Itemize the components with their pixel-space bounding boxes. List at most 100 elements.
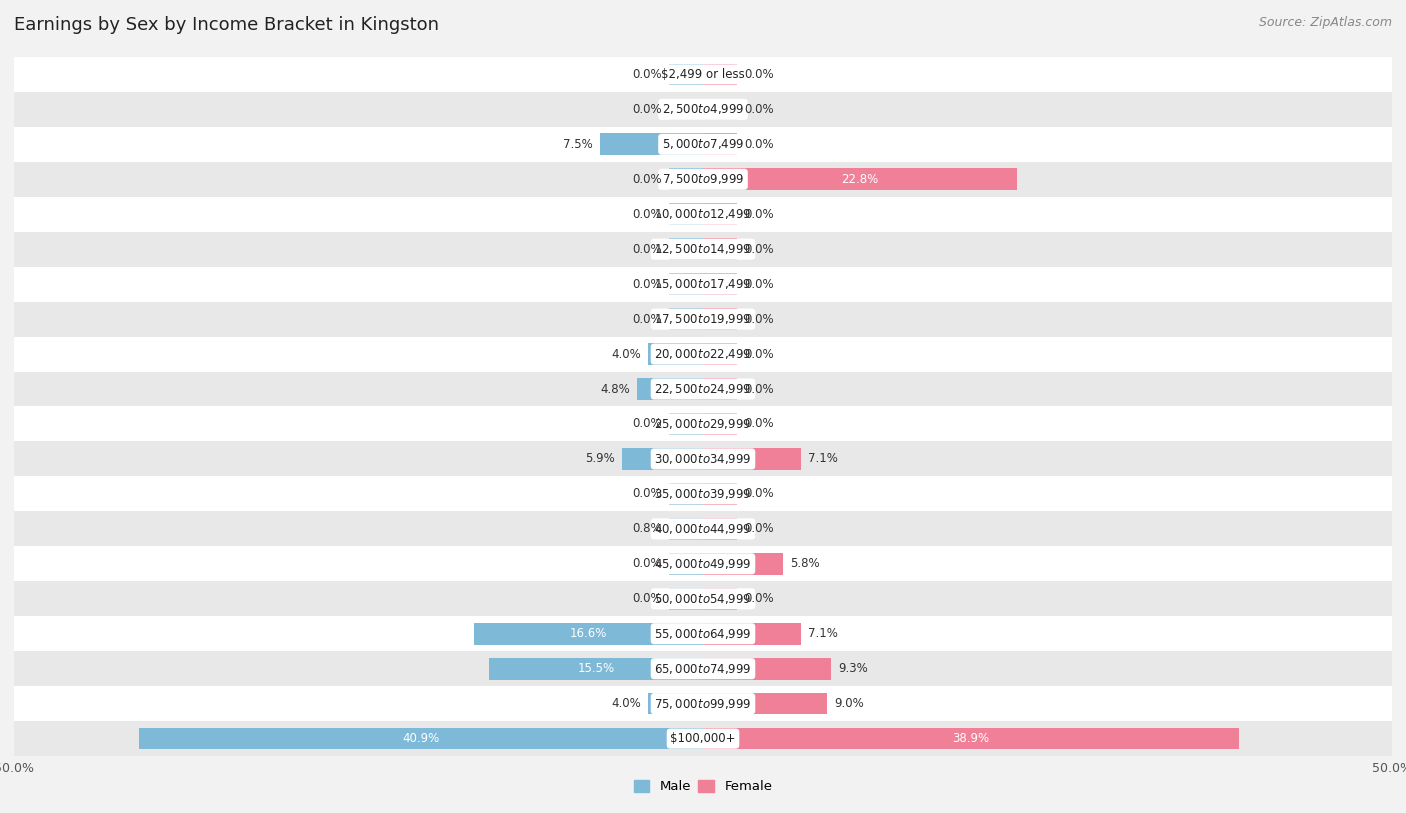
Text: 7.1%: 7.1% bbox=[807, 453, 838, 465]
Bar bbox=[669, 273, 703, 295]
Bar bbox=[14, 302, 1392, 337]
Legend: Male, Female: Male, Female bbox=[628, 775, 778, 798]
Bar bbox=[14, 476, 1392, 511]
Text: 0.0%: 0.0% bbox=[744, 278, 773, 290]
Bar bbox=[703, 168, 1017, 190]
Text: $2,500 to $4,999: $2,500 to $4,999 bbox=[662, 102, 744, 116]
Text: 4.0%: 4.0% bbox=[612, 698, 641, 710]
Text: 0.0%: 0.0% bbox=[633, 103, 662, 115]
Text: 0.0%: 0.0% bbox=[744, 488, 773, 500]
Text: 5.9%: 5.9% bbox=[585, 453, 614, 465]
Bar bbox=[703, 203, 738, 225]
Text: 0.0%: 0.0% bbox=[744, 593, 773, 605]
Text: 38.9%: 38.9% bbox=[952, 733, 990, 745]
Bar bbox=[14, 651, 1392, 686]
Text: $45,000 to $49,999: $45,000 to $49,999 bbox=[654, 557, 752, 571]
Text: 0.0%: 0.0% bbox=[744, 383, 773, 395]
Bar bbox=[14, 197, 1392, 232]
Bar bbox=[14, 686, 1392, 721]
Bar bbox=[14, 267, 1392, 302]
Bar bbox=[599, 133, 703, 155]
Text: $75,000 to $99,999: $75,000 to $99,999 bbox=[654, 697, 752, 711]
Bar bbox=[489, 658, 703, 680]
Bar bbox=[703, 658, 831, 680]
Bar bbox=[637, 378, 703, 400]
Text: 0.0%: 0.0% bbox=[744, 138, 773, 150]
Text: 22.8%: 22.8% bbox=[841, 173, 879, 185]
Bar bbox=[14, 337, 1392, 372]
Bar bbox=[14, 511, 1392, 546]
Text: $25,000 to $29,999: $25,000 to $29,999 bbox=[654, 417, 752, 431]
Bar bbox=[14, 162, 1392, 197]
Bar bbox=[669, 168, 703, 190]
Text: 0.0%: 0.0% bbox=[744, 243, 773, 255]
Bar bbox=[703, 518, 738, 540]
Bar bbox=[703, 133, 738, 155]
Text: $7,500 to $9,999: $7,500 to $9,999 bbox=[662, 172, 744, 186]
Bar bbox=[703, 343, 738, 365]
Text: $20,000 to $22,499: $20,000 to $22,499 bbox=[654, 347, 752, 361]
Bar bbox=[14, 721, 1392, 756]
Text: 7.1%: 7.1% bbox=[807, 628, 838, 640]
Text: $50,000 to $54,999: $50,000 to $54,999 bbox=[654, 592, 752, 606]
Text: 4.0%: 4.0% bbox=[612, 348, 641, 360]
Text: 0.0%: 0.0% bbox=[633, 173, 662, 185]
Text: $10,000 to $12,499: $10,000 to $12,499 bbox=[654, 207, 752, 221]
Text: 40.9%: 40.9% bbox=[402, 733, 440, 745]
Text: $17,500 to $19,999: $17,500 to $19,999 bbox=[654, 312, 752, 326]
Bar bbox=[703, 63, 738, 85]
Bar bbox=[14, 232, 1392, 267]
Bar bbox=[621, 448, 703, 470]
Text: $55,000 to $64,999: $55,000 to $64,999 bbox=[654, 627, 752, 641]
Bar bbox=[669, 413, 703, 435]
Bar bbox=[648, 343, 703, 365]
Text: 16.6%: 16.6% bbox=[569, 628, 607, 640]
Text: Source: ZipAtlas.com: Source: ZipAtlas.com bbox=[1258, 16, 1392, 29]
Bar bbox=[669, 238, 703, 260]
Bar bbox=[703, 378, 738, 400]
Bar bbox=[669, 308, 703, 330]
Text: 0.0%: 0.0% bbox=[633, 243, 662, 255]
Bar bbox=[14, 406, 1392, 441]
Text: 0.8%: 0.8% bbox=[633, 523, 662, 535]
Text: $40,000 to $44,999: $40,000 to $44,999 bbox=[654, 522, 752, 536]
Text: 0.0%: 0.0% bbox=[744, 313, 773, 325]
Text: 4.8%: 4.8% bbox=[600, 383, 630, 395]
Bar bbox=[669, 483, 703, 505]
Text: 0.0%: 0.0% bbox=[633, 313, 662, 325]
Text: 5.8%: 5.8% bbox=[790, 558, 820, 570]
Bar bbox=[703, 98, 738, 120]
Bar bbox=[703, 553, 783, 575]
Text: 7.5%: 7.5% bbox=[562, 138, 593, 150]
Text: $12,500 to $14,999: $12,500 to $14,999 bbox=[654, 242, 752, 256]
Bar bbox=[703, 238, 738, 260]
Text: Earnings by Sex by Income Bracket in Kingston: Earnings by Sex by Income Bracket in Kin… bbox=[14, 16, 439, 34]
Text: $100,000+: $100,000+ bbox=[671, 733, 735, 745]
Bar bbox=[703, 483, 738, 505]
Text: 0.0%: 0.0% bbox=[633, 68, 662, 80]
Text: 0.0%: 0.0% bbox=[744, 418, 773, 430]
Bar bbox=[703, 588, 738, 610]
Bar bbox=[14, 441, 1392, 476]
Bar bbox=[703, 308, 738, 330]
Text: $2,499 or less: $2,499 or less bbox=[661, 68, 745, 80]
Bar bbox=[669, 63, 703, 85]
Text: $65,000 to $74,999: $65,000 to $74,999 bbox=[654, 662, 752, 676]
Bar bbox=[703, 448, 801, 470]
Bar bbox=[14, 57, 1392, 92]
Bar bbox=[14, 546, 1392, 581]
Bar bbox=[669, 203, 703, 225]
Bar bbox=[703, 623, 801, 645]
Bar bbox=[14, 92, 1392, 127]
Bar bbox=[703, 728, 1239, 750]
Text: 0.0%: 0.0% bbox=[633, 418, 662, 430]
Bar bbox=[14, 372, 1392, 406]
Text: 0.0%: 0.0% bbox=[744, 68, 773, 80]
Text: 9.0%: 9.0% bbox=[834, 698, 863, 710]
Bar bbox=[139, 728, 703, 750]
Bar bbox=[703, 413, 738, 435]
Bar bbox=[669, 518, 703, 540]
Text: 0.0%: 0.0% bbox=[633, 488, 662, 500]
Text: 0.0%: 0.0% bbox=[633, 593, 662, 605]
Bar bbox=[669, 588, 703, 610]
